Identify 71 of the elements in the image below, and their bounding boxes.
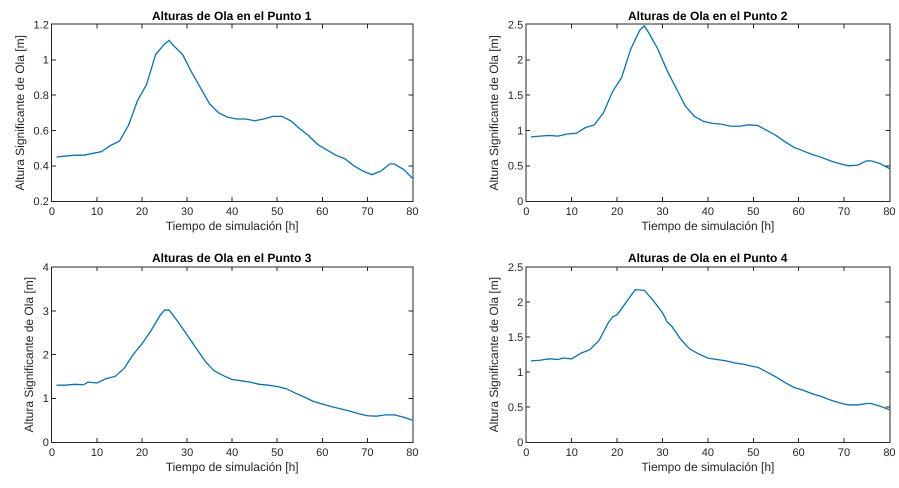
x-axis-title: Tiempo de simulación [h] xyxy=(641,219,774,234)
x-tick-label: 20 xyxy=(136,447,148,460)
y-tick-label: 1.2 xyxy=(34,19,49,32)
y-tick-label: 3 xyxy=(42,306,49,318)
y-tick-label: 1 xyxy=(42,393,49,406)
line-series xyxy=(530,288,890,410)
x-tick-label: 10 xyxy=(566,447,578,460)
x-tick-label: 10 xyxy=(566,206,578,218)
x-tick-label: 10 xyxy=(90,447,104,460)
y-axis-title: Altura Significante de Ola [m] xyxy=(487,276,502,432)
line-series xyxy=(530,25,890,170)
x-tick-label: 30 xyxy=(656,206,669,218)
x-tick-label: 20 xyxy=(136,206,148,218)
y-tick-label: 0.4 xyxy=(34,160,49,173)
chart-title: Alturas de Ola en el Punto 2 xyxy=(628,9,788,23)
x-tick-label: 50 xyxy=(271,447,284,460)
y-tick-label: 2 xyxy=(42,349,49,362)
chart-title: Alturas de Ola en el Punto 4 xyxy=(628,251,788,265)
y-tick-label: 2 xyxy=(517,297,524,310)
x-tick-label: 40 xyxy=(702,206,714,218)
x-tick-label: 30 xyxy=(180,206,194,218)
x-tick-label: 40 xyxy=(226,206,238,218)
x-tick-label: 10 xyxy=(90,206,104,218)
x-tick-label: 50 xyxy=(271,206,284,218)
y-axis-title: Altura Significante de Ola [m] xyxy=(487,35,502,191)
y-tick-label: 0 xyxy=(42,436,49,449)
x-tick-label: 40 xyxy=(702,447,714,460)
x-tick-label: 80 xyxy=(883,206,896,218)
y-tick-label: 0.5 xyxy=(508,160,524,173)
x-tick-label: 50 xyxy=(747,206,760,218)
x-tick-label: 60 xyxy=(316,447,328,460)
x-tick-label: 70 xyxy=(361,447,374,460)
x-tick-label: 30 xyxy=(656,447,669,460)
y-axis-title: Altura Significante de Ola [m] xyxy=(22,276,36,432)
y-tick-label: 1 xyxy=(42,54,49,67)
y-tick-label: 1.5 xyxy=(508,90,524,102)
x-tick-label: 20 xyxy=(610,447,624,460)
y-tick-label: 0.2 xyxy=(34,196,49,208)
chart-title: Alturas de Ola en el Punto 3 xyxy=(152,251,312,265)
x-tick-label: 60 xyxy=(792,447,805,460)
x-tick-label: 70 xyxy=(361,206,374,218)
y-tick-label: 1 xyxy=(517,366,524,379)
y-tick-label: 2 xyxy=(517,54,524,67)
line-series xyxy=(56,40,412,179)
y-tick-label: 0.8 xyxy=(34,90,49,102)
y-tick-label: 0 xyxy=(517,436,524,449)
x-axis-title: Tiempo de simulación [h] xyxy=(166,460,299,474)
x-tick-label: 60 xyxy=(792,206,805,218)
y-tick-label: 1.5 xyxy=(508,332,524,344)
x-axis-title: Tiempo de simulación [h] xyxy=(166,219,299,234)
y-tick-label: 0.6 xyxy=(34,125,49,138)
y-tick-label: 2.5 xyxy=(508,19,524,32)
x-tick-label: 60 xyxy=(316,206,328,218)
x-tick-label: 70 xyxy=(838,447,850,460)
y-tick-label: 0 xyxy=(517,196,524,208)
x-axis-title: Tiempo de simulación [h] xyxy=(641,460,774,474)
y-tick-label: 0.5 xyxy=(508,402,524,414)
line-series xyxy=(56,309,412,421)
x-tick-label: 40 xyxy=(226,447,238,460)
x-tick-label: 80 xyxy=(406,206,419,218)
x-tick-label: 80 xyxy=(883,447,896,460)
chart-title: Alturas de Ola en el Punto 1 xyxy=(152,9,312,23)
y-tick-label: 2.5 xyxy=(508,262,524,274)
x-tick-label: 80 xyxy=(406,447,419,460)
x-tick-label: 20 xyxy=(610,206,624,218)
x-tick-label: 30 xyxy=(180,447,194,460)
x-tick-label: 50 xyxy=(747,447,760,460)
y-tick-label: 1 xyxy=(517,125,524,138)
y-tick-label: 4 xyxy=(42,262,49,274)
x-tick-label: 70 xyxy=(838,206,850,218)
y-axis-title: Altura Significante de Ola [m] xyxy=(12,35,27,191)
